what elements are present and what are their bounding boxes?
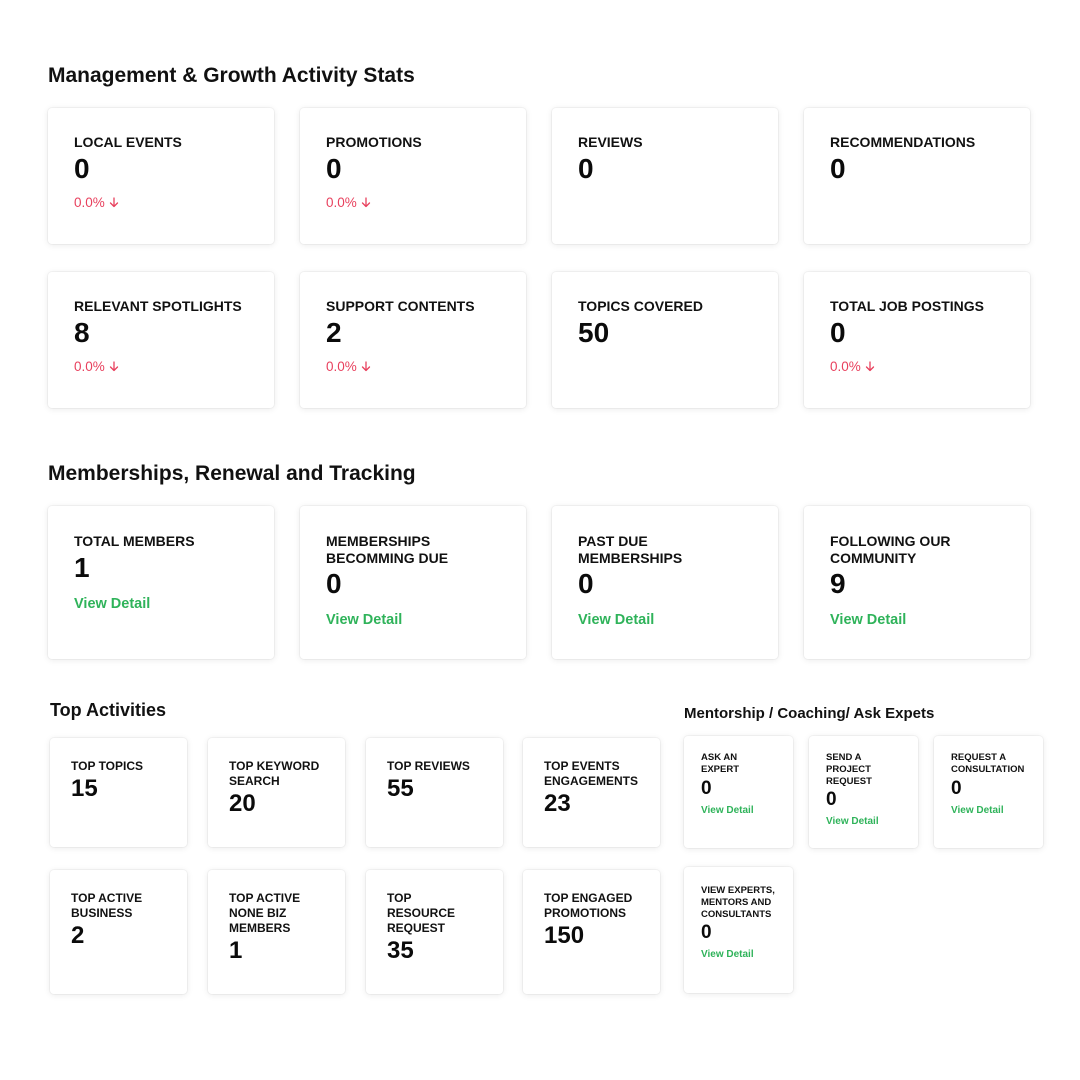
mentorship-section-title: Mentorship / Coaching/ Ask Expets <box>684 705 935 722</box>
stat-label: MEMBERSHIPS BECOMMING DUE <box>326 533 449 566</box>
view-detail-link[interactable]: View Detail <box>951 804 1004 816</box>
membership-card-becoming-due: MEMBERSHIPS BECOMMING DUE 0 View Detail <box>300 506 526 659</box>
stat-label: TOPICS COVERED <box>578 298 703 314</box>
activity-card-top-reviews: TOP REVIEWS 55 <box>366 738 503 847</box>
activity-value: 35 <box>387 937 414 964</box>
stat-change: 0.0% <box>74 359 248 374</box>
stat-value: 8 <box>74 316 90 348</box>
stat-card-support-contents: SUPPORT CONTENTS 2 0.0% <box>300 272 526 408</box>
stat-label: SUPPORT CONTENTS <box>326 298 475 314</box>
stat-value: 0 <box>326 152 342 184</box>
activity-label: TOP ACTIVE BUSINESS <box>71 891 143 920</box>
mentorship-card-request-consultation: REQUEST A CONSULTATION 0 View Detail <box>934 736 1043 848</box>
activity-value: 2 <box>71 922 85 949</box>
activity-value: 23 <box>544 790 571 817</box>
stat-label: FOLLOWING OUR COMMUNITY <box>830 533 951 566</box>
activity-card-top-resource-request: TOP RESOURCE REQUEST 35 <box>366 870 503 994</box>
stat-card-relevant-spotlights: RELEVANT SPOTLIGHTS 8 0.0% <box>48 272 274 408</box>
mentorship-label: VIEW EXPERTS, MENTORS AND CONSULTANTS <box>701 885 775 920</box>
activity-card-top-topics: TOP TOPICS 15 <box>50 738 187 847</box>
arrow-down-icon <box>361 196 370 207</box>
activity-card-top-engaged-promotions: TOP ENGAGED PROMOTIONS 150 <box>523 870 660 994</box>
stat-value: 9 <box>830 568 846 599</box>
arrow-down-icon <box>361 360 370 371</box>
stat-label: TOTAL JOB POSTINGS <box>830 298 985 314</box>
activity-card-top-active-business: TOP ACTIVE BUSINESS 2 <box>50 870 187 994</box>
activity-label: TOP EVENTS ENGAGEMENTS <box>544 759 639 788</box>
activity-label: TOP KEYWORD SEARCH <box>229 759 320 788</box>
stat-value: 0 <box>74 152 90 184</box>
view-detail-link[interactable]: View Detail <box>701 804 754 816</box>
mentorship-card-send-project-request: SEND A PROJECT REQUEST 0 View Detail <box>809 736 918 848</box>
mentorship-label: SEND A PROJECT REQUEST <box>826 752 872 787</box>
arrow-down-icon <box>109 360 118 371</box>
stat-label: PROMOTIONS <box>326 134 422 150</box>
stat-label: LOCAL EVENTS <box>74 134 182 150</box>
view-detail-link[interactable]: View Detail <box>826 816 879 828</box>
stat-label: RELEVANT SPOTLIGHTS <box>74 298 242 314</box>
stat-change-text: 0.0% <box>326 194 357 210</box>
activity-card-top-keyword-search: TOP KEYWORD SEARCH 20 <box>208 738 345 847</box>
stat-card-local-events: LOCAL EVENTS 0 0.0% <box>48 108 274 244</box>
mentorship-value: 0 <box>826 789 837 811</box>
activity-label: TOP RESOURCE REQUEST <box>387 891 456 935</box>
activity-value: 15 <box>71 775 98 802</box>
mentorship-label: REQUEST A CONSULTATION <box>951 752 1025 775</box>
mentorship-value: 0 <box>951 777 962 799</box>
stat-label: REVIEWS <box>578 134 643 150</box>
stat-value: 0 <box>578 152 594 184</box>
arrow-down-icon <box>109 196 118 207</box>
stat-change: 0.0% <box>326 195 500 210</box>
stat-change-text: 0.0% <box>74 358 105 374</box>
stat-value: 0 <box>830 316 846 348</box>
stat-value: 2 <box>326 316 342 348</box>
mentorship-label: ASK AN EXPERT <box>701 752 740 775</box>
mentorship-card-ask-expert: ASK AN EXPERT 0 View Detail <box>684 736 793 848</box>
activity-value: 150 <box>544 922 585 949</box>
stat-card-reviews: REVIEWS 0 <box>552 108 778 244</box>
stat-change-text: 0.0% <box>830 358 861 374</box>
membership-card-following-community: FOLLOWING OUR COMMUNITY 9 View Detail <box>804 506 1030 659</box>
stat-value: 0 <box>326 568 342 599</box>
activity-label: TOP REVIEWS <box>387 759 470 773</box>
stat-value: 0 <box>578 568 594 599</box>
stat-label: RECOMMENDATIONS <box>830 134 976 150</box>
membership-card-past-due: PAST DUE MEMBERSHIPS 0 View Detail <box>552 506 778 659</box>
stat-card-promotions: PROMOTIONS 0 0.0% <box>300 108 526 244</box>
stat-card-recommendations: RECOMMENDATIONS 0 <box>804 108 1030 244</box>
activity-label: TOP ACTIVE NONE BIZ MEMBERS <box>229 891 301 935</box>
view-detail-link[interactable]: View Detail <box>578 612 655 628</box>
mentorship-value: 0 <box>701 777 712 799</box>
view-detail-link[interactable]: View Detail <box>74 595 151 612</box>
stat-change: 0.0% <box>74 195 248 210</box>
stat-label: TOTAL MEMBERS <box>74 533 195 549</box>
stat-value: 1 <box>74 551 90 583</box>
activity-value: 55 <box>387 775 414 802</box>
membership-card-total-members: TOTAL MEMBERS 1 View Detail <box>48 506 274 659</box>
view-detail-link[interactable]: View Detail <box>326 612 403 628</box>
activity-card-top-events-engagements: TOP EVENTS ENGAGEMENTS 23 <box>523 738 660 847</box>
activity-value: 20 <box>229 790 256 817</box>
stat-change-text: 0.0% <box>74 194 105 210</box>
stat-value: 0 <box>830 152 846 184</box>
stat-label: PAST DUE MEMBERSHIPS <box>578 533 683 566</box>
memberships-section-title: Memberships, Renewal and Tracking <box>48 462 416 485</box>
stat-change-text: 0.0% <box>326 358 357 374</box>
activity-card-top-active-none-biz: TOP ACTIVE NONE BIZ MEMBERS 1 <box>208 870 345 994</box>
view-detail-link[interactable]: View Detail <box>830 612 907 628</box>
stat-card-total-job-postings: TOTAL JOB POSTINGS 0 0.0% <box>804 272 1030 408</box>
mentorship-card-view-experts: VIEW EXPERTS, MENTORS AND CONSULTANTS 0 … <box>684 867 793 993</box>
stat-card-topics-covered: TOPICS COVERED 50 <box>552 272 778 408</box>
stat-change: 0.0% <box>326 359 500 374</box>
mentorship-value: 0 <box>701 922 712 944</box>
stat-value: 50 <box>578 316 610 348</box>
stat-change: 0.0% <box>830 359 1004 374</box>
management-section-title: Management & Growth Activity Stats <box>48 64 415 87</box>
activity-value: 1 <box>229 937 243 964</box>
top-activities-section-title: Top Activities <box>50 700 167 720</box>
arrow-down-icon <box>865 360 874 371</box>
view-detail-link[interactable]: View Detail <box>701 949 754 961</box>
activity-label: TOP TOPICS <box>71 759 144 773</box>
activity-label: TOP ENGAGED PROMOTIONS <box>544 891 633 920</box>
